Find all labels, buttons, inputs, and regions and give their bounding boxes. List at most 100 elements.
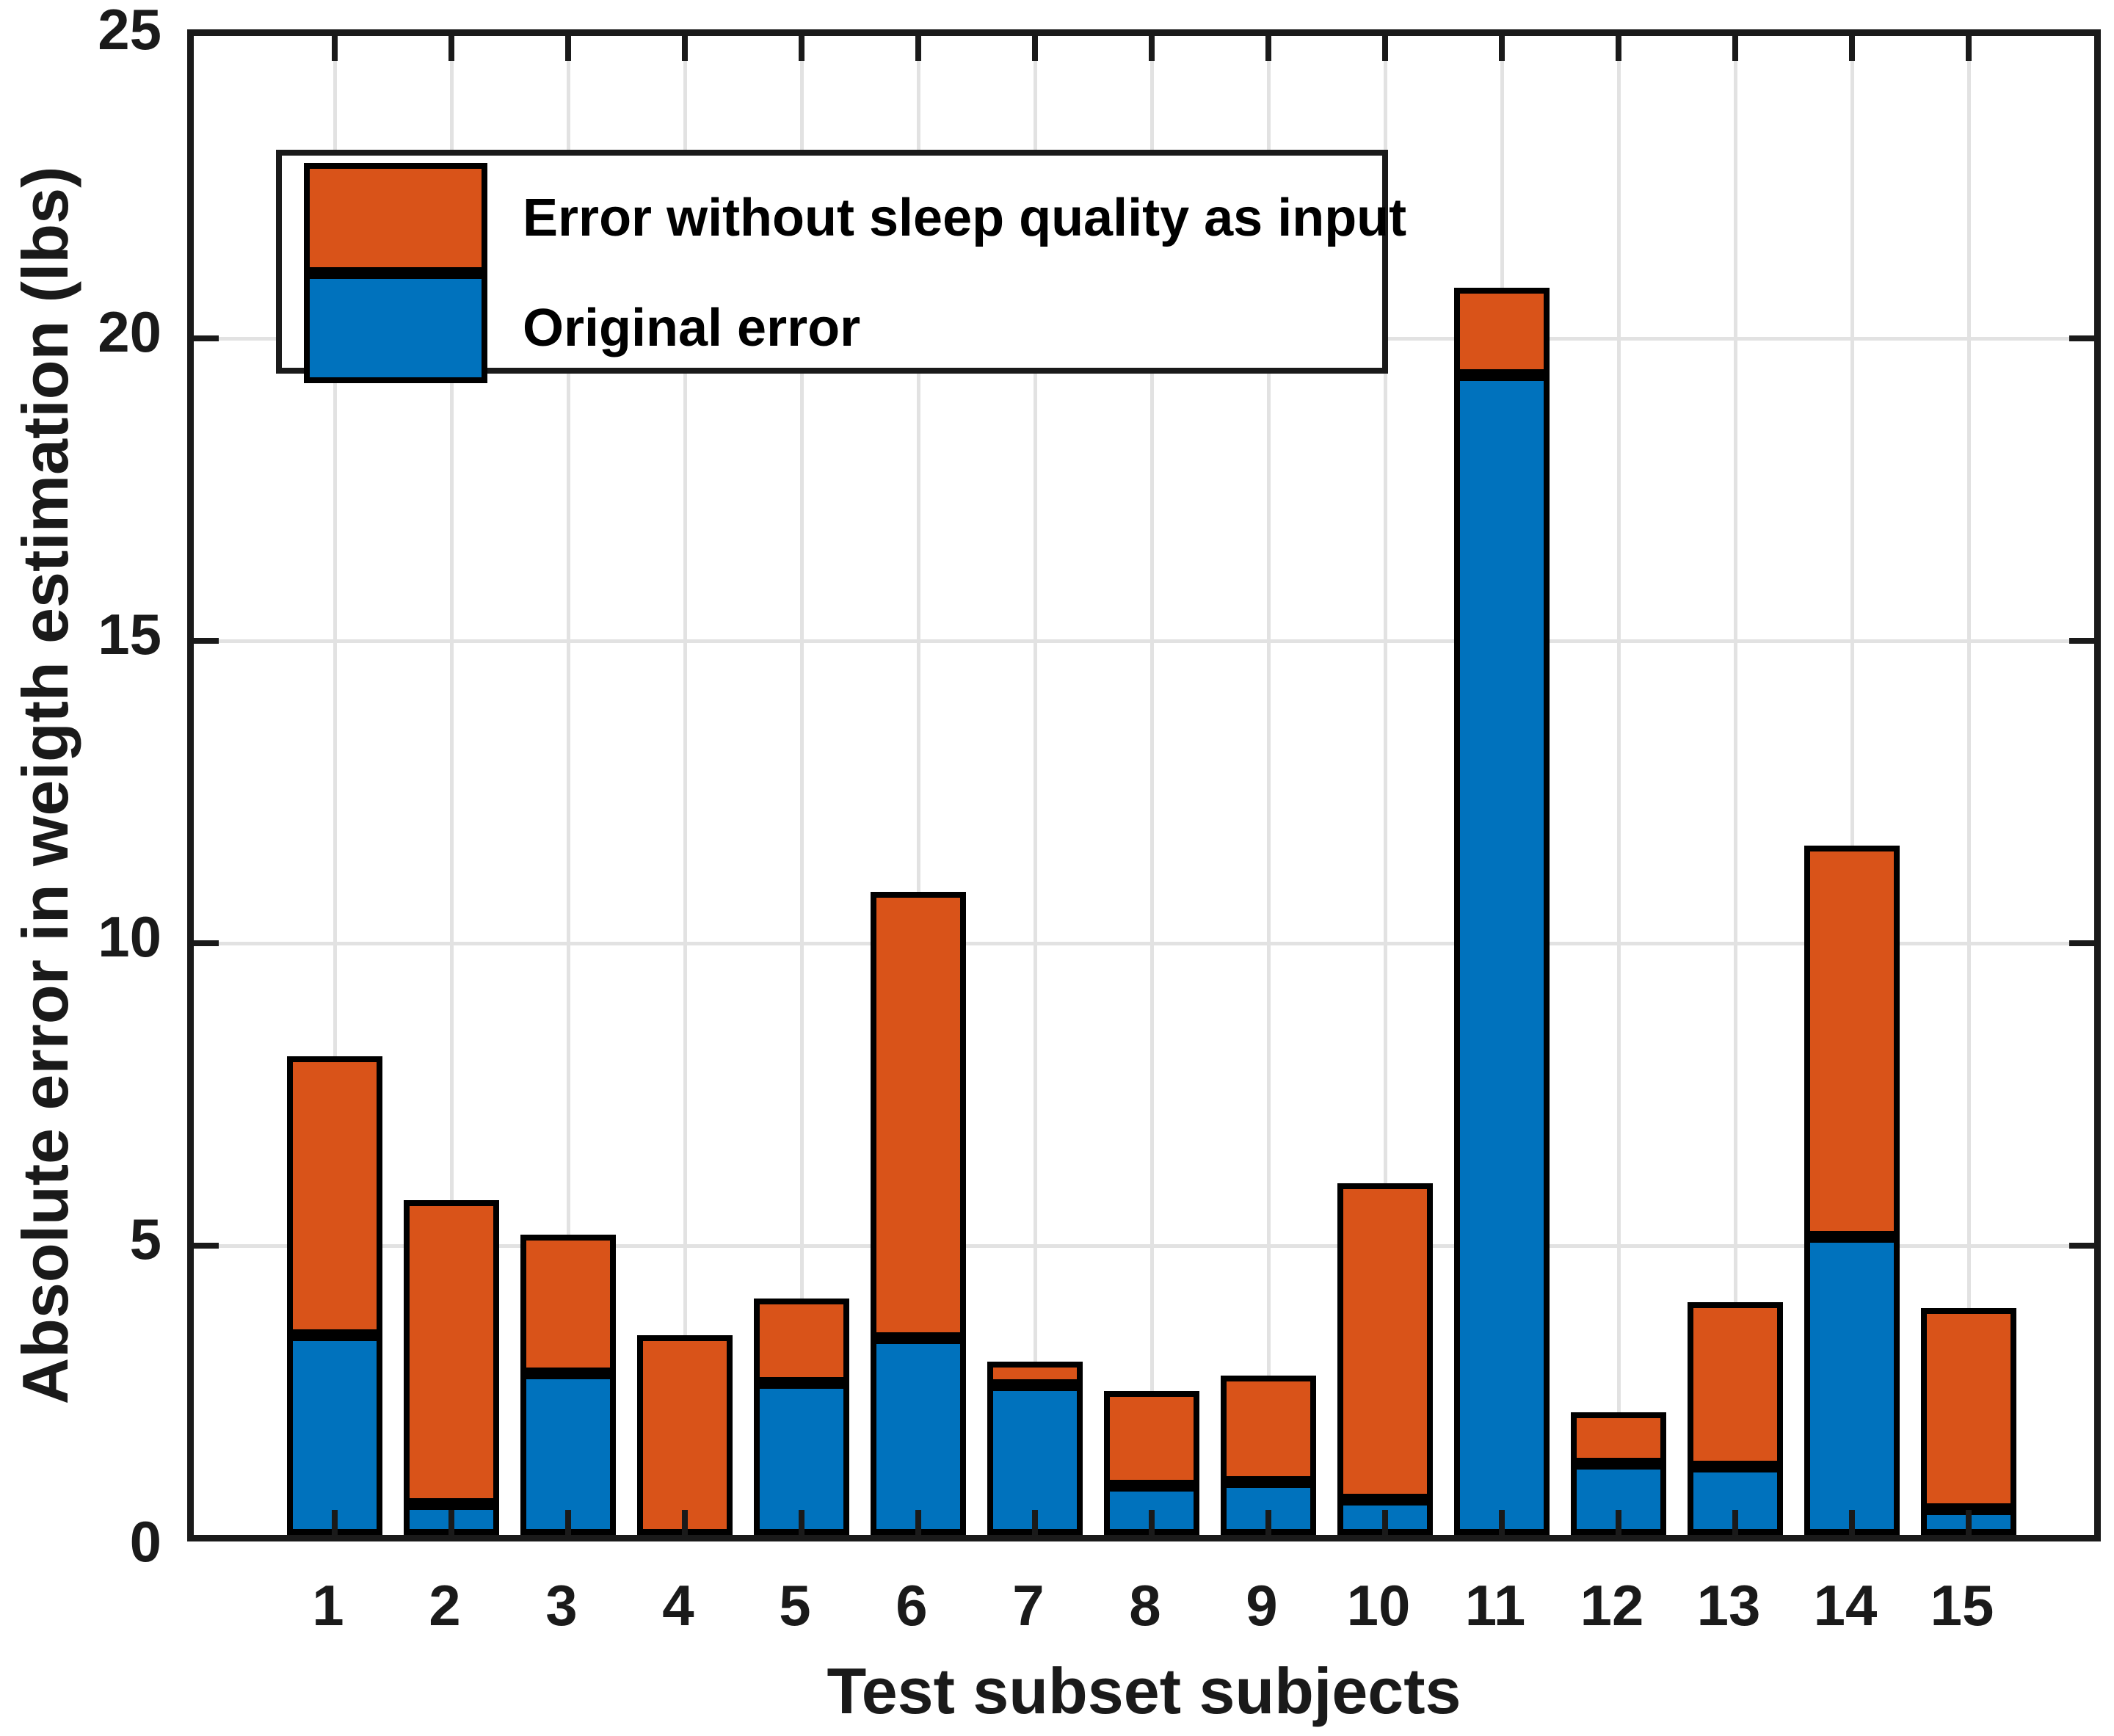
bars-layer xyxy=(194,36,2094,1535)
bar-segment-error-without-sleep-quality-as-input-14 xyxy=(1804,845,1900,1237)
x-gridline xyxy=(1034,36,1037,1535)
legend-label: Error without sleep quality as input xyxy=(523,189,1407,247)
bar-segment-error-without-sleep-quality-as-input-6 xyxy=(871,892,966,1339)
legend-swatch-blue xyxy=(304,273,487,383)
x-tick-label: 9 xyxy=(1246,1573,1278,1638)
x-tick-label: 6 xyxy=(896,1573,928,1638)
x-gridline xyxy=(800,36,804,1535)
ticks-layer xyxy=(194,36,2094,1535)
bar-segment-error-without-sleep-quality-as-input-9 xyxy=(1221,1375,1316,1483)
x-tick-label: 7 xyxy=(1012,1573,1045,1638)
x-tick-mark-top xyxy=(1149,36,1155,61)
bar-segment-error-without-sleep-quality-as-input-4 xyxy=(637,1335,733,1535)
y-tick-label: 20 xyxy=(98,299,161,364)
bar-segment-original-error-7 xyxy=(987,1384,1083,1535)
x-tick-mark-top xyxy=(1382,36,1388,61)
legend-item-error-without-sleep: Error without sleep quality as input xyxy=(304,163,1406,273)
x-tick-mark xyxy=(565,1510,571,1535)
x-tick-label: 2 xyxy=(429,1573,461,1638)
x-tick-mark xyxy=(1616,1510,1621,1535)
bar-segment-original-error-3 xyxy=(520,1373,616,1535)
x-tick-mark xyxy=(799,1510,804,1535)
x-tick-label: 5 xyxy=(779,1573,811,1638)
y-gridline xyxy=(194,1244,2094,1248)
x-tick-mark-top xyxy=(1499,36,1505,61)
plot-area: Error without sleep quality as input Ori… xyxy=(187,29,2101,1541)
y-tick-mark xyxy=(194,1243,219,1249)
y-tick-label: 5 xyxy=(129,1207,161,1271)
bar-segment-error-without-sleep-quality-as-input-15 xyxy=(1921,1308,2016,1510)
x-tick-mark-top xyxy=(1032,36,1038,61)
x-tick-mark xyxy=(1032,1510,1038,1535)
bar-segment-error-without-sleep-quality-as-input-12 xyxy=(1571,1412,1666,1464)
y-tick-mark xyxy=(194,940,219,946)
x-tick-mark-top xyxy=(799,36,804,61)
x-tick-mark-top xyxy=(448,36,454,61)
legend: Error without sleep quality as input Ori… xyxy=(276,150,1406,383)
x-tick-label: 14 xyxy=(1813,1573,1878,1638)
x-tick-mark xyxy=(1966,1510,1972,1535)
x-tick-label: 15 xyxy=(1930,1573,1994,1638)
bar-segment-error-without-sleep-quality-as-input-8 xyxy=(1104,1391,1199,1486)
x-tick-mark-top xyxy=(1849,36,1855,61)
x-tick-mark-top xyxy=(1732,36,1738,61)
y-tick-label: 25 xyxy=(98,0,161,62)
bar-segment-error-without-sleep-quality-as-input-3 xyxy=(520,1235,616,1373)
x-tick-mark-top xyxy=(332,36,338,61)
x-tick-mark xyxy=(1732,1510,1738,1535)
x-gridline xyxy=(567,36,570,1535)
legend-item-original-error: Original error xyxy=(304,273,1360,383)
x-tick-mark-top xyxy=(1616,36,1621,61)
x-tick-label: 13 xyxy=(1696,1573,1761,1638)
y-tick-mark xyxy=(194,638,219,644)
x-gridline xyxy=(1734,36,1737,1535)
x-tick-mark-top xyxy=(1265,36,1271,61)
x-gridline xyxy=(333,36,337,1535)
x-tick-label: 8 xyxy=(1129,1573,1161,1638)
bar-segment-original-error-5 xyxy=(754,1383,849,1535)
bar-segment-error-without-sleep-quality-as-input-7 xyxy=(987,1361,1083,1385)
bar-segment-original-error-13 xyxy=(1688,1466,1783,1535)
bar-segment-error-without-sleep-quality-as-input-11 xyxy=(1454,288,1550,376)
x-gridline xyxy=(1384,36,1387,1535)
x-tick-label: 4 xyxy=(662,1573,694,1638)
y-tick-label: 0 xyxy=(129,1509,161,1574)
y-tick-label: 15 xyxy=(98,602,161,667)
y-gridline xyxy=(194,639,2094,643)
x-tick-mark-top xyxy=(1966,36,1972,61)
x-gridline xyxy=(683,36,687,1535)
y-tick-mark-right xyxy=(2069,1243,2094,1249)
x-tick-mark xyxy=(915,1510,921,1535)
bar-segment-error-without-sleep-quality-as-input-10 xyxy=(1337,1183,1433,1500)
x-tick-mark xyxy=(1382,1510,1388,1535)
legend-swatch-orange xyxy=(304,163,487,273)
x-tick-mark xyxy=(1849,1510,1855,1535)
x-tick-mark-top xyxy=(682,36,688,61)
x-tick-mark xyxy=(332,1510,338,1535)
x-tick-label: 3 xyxy=(545,1573,578,1638)
x-gridline xyxy=(1967,36,1971,1535)
legend-label: Original error xyxy=(523,299,861,357)
x-gridline xyxy=(450,36,454,1535)
bar-segment-original-error-6 xyxy=(871,1338,966,1535)
bar-segment-original-error-11 xyxy=(1454,375,1550,1535)
x-tick-label: 10 xyxy=(1346,1573,1411,1638)
x-gridline xyxy=(1617,36,1621,1535)
x-tick-label: 11 xyxy=(1464,1573,1526,1638)
y-tick-mark-right xyxy=(2069,638,2094,644)
x-tick-mark xyxy=(448,1510,454,1535)
x-gridline xyxy=(1267,36,1271,1535)
y-tick-mark xyxy=(194,335,219,341)
y-tick-mark-right xyxy=(2069,940,2094,946)
x-tick-label: 12 xyxy=(1580,1573,1644,1638)
x-gridline xyxy=(1850,36,1854,1535)
x-tick-label: 1 xyxy=(312,1573,344,1638)
x-tick-mark xyxy=(682,1510,688,1535)
y-tick-label: 10 xyxy=(98,904,161,969)
x-gridline xyxy=(1150,36,1154,1535)
x-tick-mark xyxy=(1265,1510,1271,1535)
x-tick-mark-top xyxy=(915,36,921,61)
x-axis-label: Test subset subjects xyxy=(827,1655,1461,1727)
bar-segment-error-without-sleep-quality-as-input-5 xyxy=(754,1298,849,1384)
